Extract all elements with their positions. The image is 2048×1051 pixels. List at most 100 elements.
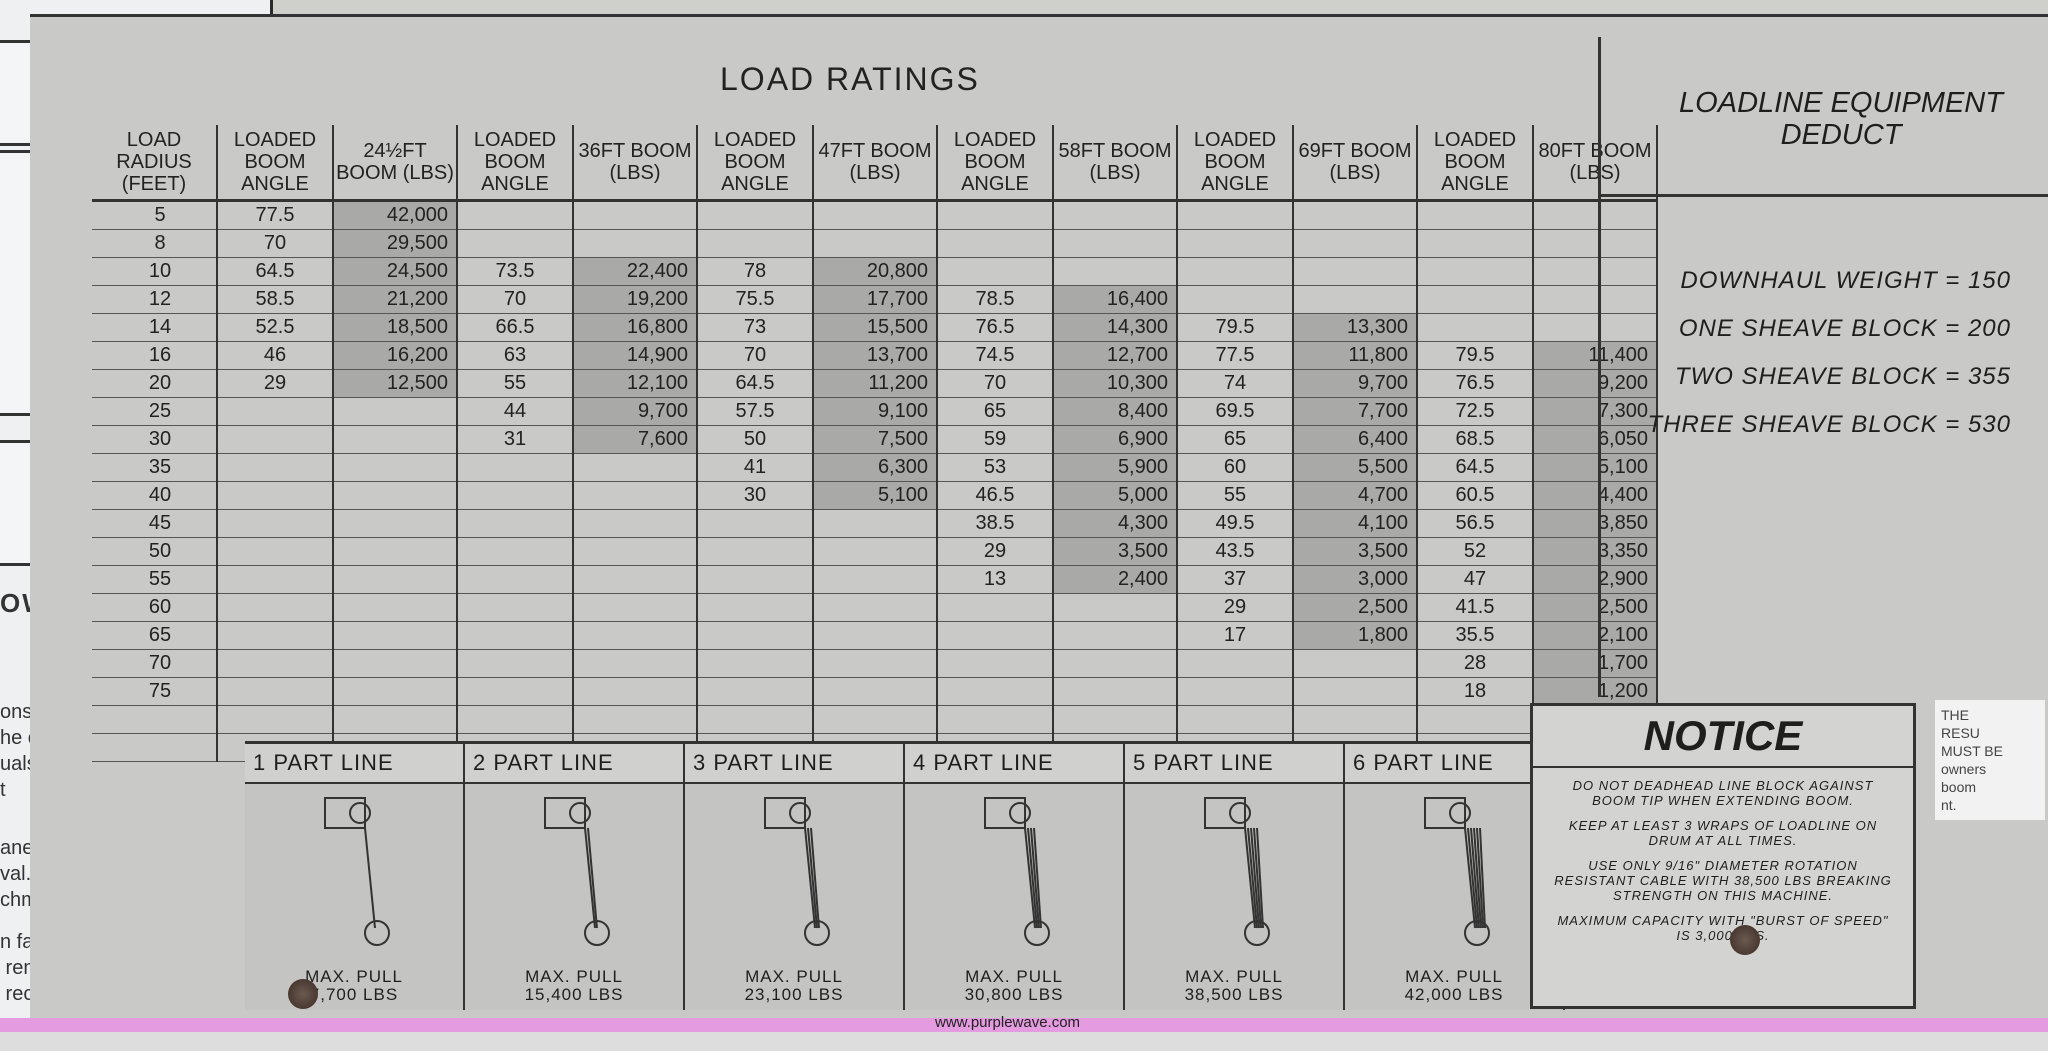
capacity-cell: 22,400	[573, 257, 698, 286]
capacity-cell	[333, 509, 458, 538]
table-row: 16 46 16,200 63 14,900 70 13,700 74.5 12,700 77.5…	[92, 341, 1658, 370]
boom-angle-cell: 30	[697, 481, 814, 510]
load-radius-cell: 75	[92, 677, 218, 706]
capacity-cell	[1293, 285, 1418, 314]
boom-angle-cell: 79.5	[1177, 313, 1294, 342]
load-radius-cell: 50	[92, 537, 218, 566]
boom-angle-cell: 52.5	[217, 313, 334, 342]
empty-row	[92, 705, 1658, 734]
column-header: 58FT BOOM (LBS)	[1053, 125, 1178, 202]
column-header: 80FT BOOM (LBS)	[1533, 125, 1658, 202]
boom-angle-cell: 65	[1177, 425, 1294, 454]
capacity-cell	[1293, 257, 1418, 286]
boom-angle-cell: 53	[937, 453, 1054, 482]
capacity-cell	[1053, 200, 1178, 230]
notice-text: MAXIMUM CAPACITY WITH "BURST OF SPEED" I…	[1557, 913, 1889, 943]
empty-cell	[92, 733, 218, 762]
deduct-item: THREE SHEAVE BLOCK = 530	[1647, 411, 2011, 438]
boom-angle-cell	[1417, 285, 1534, 314]
boom-angle-cell	[1177, 677, 1294, 706]
table-row: 60 29 2,500 41.5 2,500	[92, 593, 1658, 622]
capacity-cell	[1053, 257, 1178, 286]
table-row: 30 31 7,600 50 7,500 59 6,900 65 6,400 68.5 6,050	[92, 425, 1658, 454]
table-row: 50 29 3,500 43.5 3,500 52 3,350	[92, 537, 1658, 566]
column-header: LOADED BOOM ANGLE	[937, 125, 1054, 202]
capacity-cell: 11,800	[1293, 341, 1418, 370]
capacity-cell	[1293, 229, 1418, 258]
max-pull-value: 30,800 LBS	[964, 985, 1064, 1004]
load-radius-cell: 5	[92, 200, 218, 230]
loadline-deduct-panel: LOADLINE EQUIPMENT DEDUCT DOWNHAUL WEIGH…	[1598, 37, 2048, 697]
boom-angle-cell	[697, 509, 814, 538]
boom-angle-cell: 46.5	[937, 481, 1054, 510]
boom-angle-cell: 75.5	[697, 285, 814, 314]
capacity-cell	[573, 537, 698, 566]
table-row: 55 13 2,400 37 3,000 47 2,900	[92, 565, 1658, 594]
capacity-cell: 3,850	[1533, 509, 1658, 538]
load-radius-cell: 35	[92, 453, 218, 482]
max-pull-value: 42,000 LBS	[1404, 985, 1504, 1004]
boom-angle-cell: 77.5	[1177, 341, 1294, 370]
capacity-cell	[333, 481, 458, 510]
empty-cell	[333, 705, 458, 734]
column-header: LOADED BOOM ANGLE	[1177, 125, 1294, 202]
capacity-cell: 14,900	[573, 341, 698, 370]
capacity-cell	[333, 649, 458, 678]
boom-angle-cell: 72.5	[1417, 397, 1534, 426]
capacity-cell: 16,400	[1053, 285, 1178, 314]
boom-angle-cell	[697, 677, 814, 706]
boom-angle-cell	[457, 621, 574, 650]
boom-angle-cell: 46	[217, 341, 334, 370]
load-radius-cell: 45	[92, 509, 218, 538]
column-header: 69FT BOOM (LBS)	[1293, 125, 1418, 202]
deduct-title: LOADLINE EQUIPMENT DEDUCT	[1601, 37, 2048, 197]
boom-angle-cell	[697, 565, 814, 594]
capacity-cell: 17,700	[813, 285, 938, 314]
boom-angle-cell	[1417, 257, 1534, 286]
pink-strip	[0, 1018, 2048, 1032]
deduct-title-line: DEDUCT	[1780, 119, 1902, 151]
load-radius-cell: 70	[92, 649, 218, 678]
boom-angle-cell: 50	[697, 425, 814, 454]
boom-angle-cell: 60	[1177, 453, 1294, 482]
capacity-cell: 14,300	[1053, 313, 1178, 342]
capacity-cell	[1533, 257, 1658, 286]
boom-angle-cell: 63	[457, 341, 574, 370]
empty-cell	[813, 705, 938, 734]
max-pull-label: MAX. PULL	[525, 967, 623, 986]
boom-angle-cell: 18	[1417, 677, 1534, 706]
boom-angle-cell	[457, 453, 574, 482]
boom-angle-cell	[937, 200, 1054, 230]
capacity-cell	[333, 621, 458, 650]
boom-angle-cell: 73.5	[457, 257, 574, 286]
capacity-cell	[1533, 229, 1658, 258]
capacity-cell: 24,500	[333, 257, 458, 286]
capacity-cell	[1053, 593, 1178, 622]
capacity-cell	[573, 453, 698, 482]
boom-angle-cell: 13	[937, 565, 1054, 594]
boom-angle-cell: 66.5	[457, 313, 574, 342]
boom-angle-cell	[937, 593, 1054, 622]
boom-angle-cell: 73	[697, 313, 814, 342]
load-radius-cell: 55	[92, 565, 218, 594]
empty-cell	[937, 705, 1054, 734]
capacity-cell: 6,300	[813, 453, 938, 482]
boom-angle-cell	[217, 677, 334, 706]
max-pull-value: 23,100 LBS	[744, 985, 844, 1004]
capacity-cell	[1533, 313, 1658, 342]
boom-angle-cell	[457, 200, 574, 230]
boom-angle-cell: 38.5	[937, 509, 1054, 538]
notice-panel: NOTICE DO NOT DEADHEAD LINE BLOCK AGAINS…	[1530, 703, 1916, 1009]
boom-angle-cell	[217, 453, 334, 482]
boom-angle-cell	[217, 565, 334, 594]
capacity-cell: 5,500	[1293, 453, 1418, 482]
part-line-label: 3 PART LINE	[685, 744, 903, 784]
table-row: 8 70 29,500	[92, 229, 1658, 258]
capacity-cell	[813, 200, 938, 230]
boom-angle-cell	[937, 621, 1054, 650]
empty-cell	[92, 705, 218, 734]
boom-angle-cell	[217, 593, 334, 622]
capacity-cell	[573, 229, 698, 258]
boom-angle-cell: 76.5	[1417, 369, 1534, 398]
capacity-cell: 3,500	[1293, 537, 1418, 566]
